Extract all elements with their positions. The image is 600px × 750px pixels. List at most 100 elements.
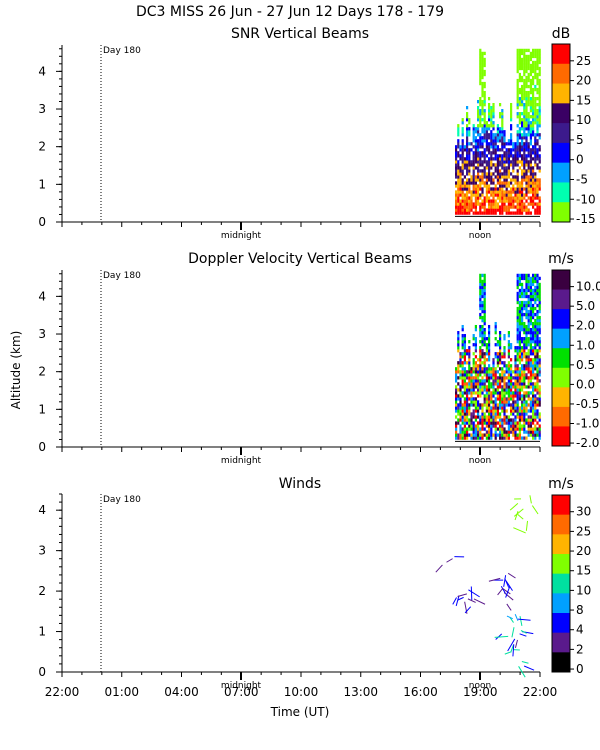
heatmap-cell: [474, 367, 477, 371]
heatmap-cell: [516, 96, 519, 101]
heatmap-cell: [463, 403, 466, 407]
heatmap-cell: [527, 364, 530, 368]
heatmap-cell: [523, 172, 526, 176]
heatmap-cell: [516, 337, 519, 341]
heatmap-cell: [496, 178, 499, 182]
heatmap-cell: [527, 318, 530, 323]
heatmap-cell: [527, 121, 530, 125]
heatmap-cell: [501, 166, 504, 170]
heatmap-cell: [523, 406, 526, 410]
heatmap-cell: [523, 273, 526, 278]
heatmap-cell: [455, 430, 458, 434]
wind-barb: [503, 592, 514, 601]
heatmap-cell: [507, 205, 510, 209]
heatmap-cell: [483, 160, 486, 164]
heatmap-cell: [472, 364, 475, 368]
heatmap-cell: [490, 124, 493, 128]
heatmap-cell: [527, 418, 530, 422]
heatmap-cell: [505, 400, 508, 404]
heatmap-cell: [483, 63, 486, 68]
heatmap-cell: [529, 331, 532, 335]
heatmap-cell: [459, 190, 462, 194]
heatmap-cell: [514, 193, 517, 197]
heatmap-cell: [483, 81, 486, 86]
heatmap-cell: [518, 388, 521, 392]
heatmap-cell: [527, 312, 530, 317]
heatmap-cell: [536, 343, 539, 347]
heatmap-cell: [472, 205, 475, 209]
heatmap-cell: [503, 160, 506, 164]
heatmap-cell: [463, 424, 466, 428]
heatmap-cell: [483, 112, 486, 116]
heatmap-cell: [488, 406, 491, 410]
heatmap-cell: [536, 427, 539, 431]
heatmap-cell: [532, 385, 535, 389]
heatmap-cell: [488, 397, 491, 401]
heatmap-cell: [461, 415, 464, 419]
heatmap-cell: [525, 154, 528, 158]
heatmap-cell: [521, 175, 524, 179]
heatmap-cell: [534, 285, 537, 290]
heatmap-cell: [479, 154, 482, 158]
heatmap-cell: [532, 306, 535, 311]
heatmap-cell: [492, 367, 495, 371]
heatmap-cell: [461, 337, 464, 341]
heatmap-cell: [521, 118, 524, 122]
heatmap-cell: [461, 412, 464, 416]
heatmap-cell: [534, 112, 537, 116]
heatmap-cell: [527, 273, 530, 278]
heatmap-cell: [527, 327, 530, 332]
heatmap-cell: [507, 385, 510, 389]
heatmap-cell: [516, 66, 519, 71]
heatmap-cell: [466, 418, 469, 422]
heatmap-cell: [496, 406, 499, 410]
heatmap-cell: [529, 163, 532, 167]
heatmap-cell: [510, 127, 513, 131]
heatmap-cell: [536, 318, 539, 323]
heatmap-cell: [455, 199, 458, 203]
heatmap-cell: [483, 154, 486, 158]
heatmap-cell: [523, 430, 526, 434]
heatmap-cell: [459, 370, 462, 374]
heatmap-cell: [518, 358, 521, 362]
heatmap-cell: [518, 346, 521, 350]
heatmap-cell: [499, 199, 502, 203]
heatmap-cell: [516, 154, 519, 158]
heatmap-cell: [459, 193, 462, 197]
heatmap-cell: [529, 121, 532, 125]
heatmap-cell: [534, 109, 537, 113]
heatmap-cell: [499, 112, 502, 116]
heatmap-cell: [532, 324, 535, 329]
heatmap-cell: [457, 130, 460, 134]
heatmap-cell: [518, 112, 521, 116]
heatmap-cell: [521, 199, 524, 203]
y-tick-label: 4: [38, 289, 46, 303]
heatmap-cell: [507, 349, 510, 353]
heatmap-cell: [481, 433, 484, 437]
heatmap-cell: [488, 102, 491, 107]
heatmap-cell: [505, 160, 508, 164]
heatmap-cell: [474, 190, 477, 194]
heatmap-cell: [507, 142, 510, 146]
heatmap-cell: [507, 169, 510, 173]
heatmap-cell: [481, 99, 484, 104]
heatmap-cell: [457, 190, 460, 194]
heatmap-cell: [538, 78, 541, 83]
heatmap-cell: [529, 288, 532, 293]
heatmap-cell: [523, 352, 526, 356]
heatmap-cell: [483, 427, 486, 431]
heatmap-cell: [466, 403, 469, 407]
heatmap-cell: [479, 370, 482, 374]
heatmap-cell: [532, 327, 535, 332]
heatmap-cell: [525, 327, 528, 332]
heatmap-cell: [521, 178, 524, 182]
heatmap-cell: [483, 352, 486, 356]
heatmap-cell: [518, 352, 521, 356]
heatmap-cell: [536, 124, 539, 128]
heatmap-cell: [538, 90, 541, 95]
heatmap-cell: [463, 346, 466, 350]
heatmap-cell: [534, 184, 537, 188]
heatmap-cell: [499, 331, 502, 335]
heatmap-cell: [474, 400, 477, 404]
x-tick-label: 13:00: [343, 685, 378, 699]
